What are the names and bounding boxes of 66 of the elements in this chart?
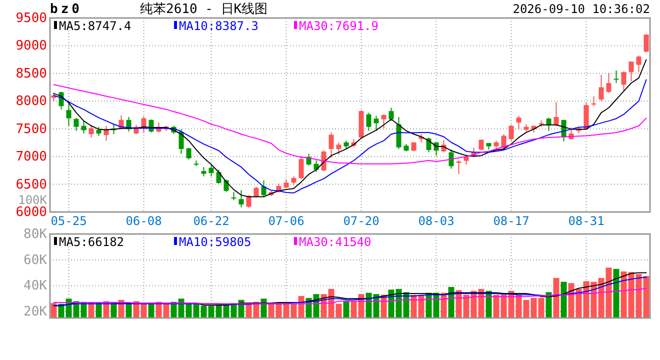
candlestick	[516, 116, 522, 130]
y-tick-label: 9500	[16, 11, 47, 26]
legend-label: MA30:41540	[299, 235, 372, 249]
candlestick	[186, 147, 192, 160]
candlestick	[66, 100, 72, 126]
legend-label: MA10:8387.3	[179, 19, 258, 33]
y-tick-label: 7500	[16, 122, 47, 137]
legend-label: MA5:66182	[59, 235, 124, 249]
candlestick	[224, 179, 229, 192]
y-tick-label: 7000	[16, 150, 47, 165]
y-tick-label: 9000	[16, 38, 47, 54]
text: 100K	[18, 193, 48, 207]
candlestick	[374, 116, 379, 132]
x-tick-label: 08-03	[418, 214, 454, 228]
x-tick-label: 06-22	[193, 214, 230, 228]
y-tick-label: 20K	[24, 304, 48, 320]
candlestick	[388, 107, 394, 122]
legend-label: MA30:7691.9	[299, 19, 378, 33]
x-tick-label: 07-20	[343, 214, 380, 228]
y-tick-label: 6000	[16, 205, 47, 220]
text: bz0	[50, 2, 82, 17]
legend-label: MA5:8747.4	[59, 19, 132, 33]
candlestick	[216, 169, 222, 184]
candlestick	[366, 112, 372, 132]
candlestick	[591, 96, 596, 107]
x-tick-label: 08-17	[493, 214, 530, 228]
candlestick	[201, 166, 206, 177]
y-tick-label: 60K	[24, 252, 48, 268]
candlestick	[546, 117, 552, 132]
x-tick-label: 08-31	[568, 214, 604, 228]
candlestick	[448, 149, 454, 170]
candlestick	[336, 142, 342, 156]
candlestick	[396, 116, 402, 150]
y-tick-label: 80K	[24, 227, 48, 242]
y-tick-label: 40K	[24, 278, 48, 294]
y-tick-label: 8500	[16, 66, 47, 82]
y-tick-label: 8000	[16, 94, 47, 110]
candlestick	[508, 124, 514, 142]
candlestick	[628, 61, 634, 82]
candlestick	[614, 70, 619, 84]
candlestick	[298, 155, 304, 180]
line-series	[53, 59, 647, 198]
line-series	[53, 288, 647, 304]
chart-title: 纯苯2610 - 日K线图	[140, 2, 268, 17]
candlestick	[178, 128, 184, 154]
candlestick	[328, 132, 334, 158]
candlestick	[621, 70, 626, 91]
candlestick	[554, 102, 559, 126]
x-tick-label: 05-25	[50, 214, 87, 228]
candlestick	[598, 74, 604, 102]
candlestick	[381, 114, 386, 129]
text: 2026-09-10 10:36:02	[512, 2, 650, 16]
candlestick	[238, 190, 244, 208]
x-tick-label: 07-06	[268, 214, 304, 228]
candlestick	[636, 55, 642, 73]
candlestick	[456, 160, 462, 175]
candlestick	[208, 164, 214, 177]
y-tick-label: 6500	[16, 177, 47, 192]
x-tick-label: 06-08	[126, 214, 162, 228]
candlestick	[478, 139, 484, 151]
candlestick	[644, 34, 649, 53]
candlestick	[81, 120, 86, 134]
legend-label: MA10:59805	[179, 235, 252, 249]
candlestick	[606, 72, 612, 94]
candlestick	[74, 117, 79, 132]
candlestick	[88, 124, 94, 138]
